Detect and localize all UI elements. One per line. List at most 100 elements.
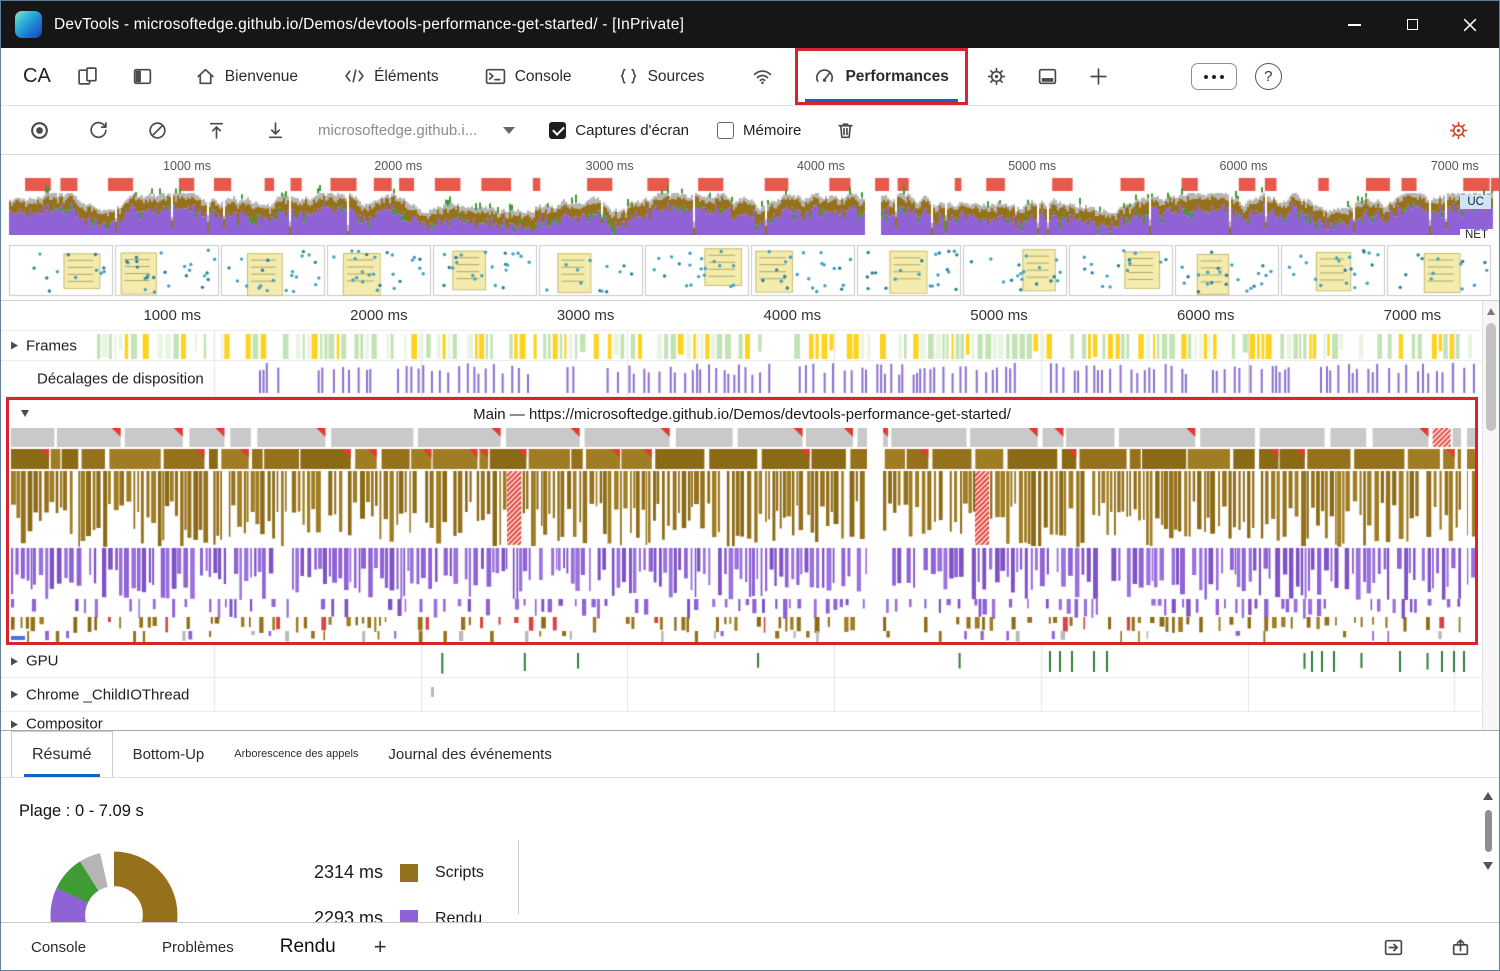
chrome-thread-row-header[interactable]: Chrome _ChildIOThread <box>9 686 198 703</box>
dock-panel-button[interactable] <box>128 62 157 91</box>
tab-bienvenue[interactable]: Bienvenue <box>195 66 298 87</box>
net-badge: NET <box>1460 229 1493 241</box>
summary-scrollbar[interactable] <box>1481 792 1495 914</box>
flame-chart-canvas[interactable] <box>9 428 1475 642</box>
tab-elements-label: Éléments <box>374 67 439 85</box>
ruler-label: 5000 ms <box>1008 159 1057 173</box>
gpu-track[interactable]: GPU <box>1 645 1499 678</box>
profile-select[interactable]: microsoftedge.github.i... <box>318 121 516 139</box>
ruler-label: 4000 ms <box>763 307 822 324</box>
clear-button[interactable] <box>143 116 172 145</box>
help-button[interactable]: ? <box>1254 63 1282 90</box>
frames-row-header[interactable]: Frames <box>9 337 85 354</box>
tab-console[interactable]: Console <box>485 66 572 87</box>
chrome-thread-canvas[interactable] <box>1 678 1499 712</box>
home-icon <box>197 68 214 85</box>
tab-resume[interactable]: Résumé <box>11 731 113 777</box>
gpu-row-header[interactable]: GPU <box>9 652 67 670</box>
compositor-row-header[interactable]: Compositor <box>9 715 111 731</box>
memory-label: Mémoire <box>743 121 802 139</box>
frames-track[interactable]: Frames <box>1 331 1499 361</box>
chrome-thread-label: Chrome _ChildIOThread <box>26 686 190 703</box>
tab-network-button[interactable] <box>748 62 777 91</box>
ruler-label: 1000 ms <box>163 159 211 173</box>
maximize-button[interactable] <box>1383 1 1441 48</box>
code-icon <box>345 69 364 83</box>
drawer-expand-button[interactable] <box>1379 933 1408 962</box>
add-tab-button[interactable] <box>1084 62 1113 91</box>
compositor-label: Compositor <box>26 715 103 731</box>
download-icon <box>268 121 283 138</box>
layout-shifts-track[interactable]: Décalages de disposition <box>1 361 1499 397</box>
scrollbar-thumb[interactable] <box>1486 323 1496 431</box>
scroll-down-icon[interactable] <box>1483 862 1493 870</box>
summary-panel: Plage : 0 - 7.09 s 2314 ms Scripts 2293 ms… <box>1 778 1499 922</box>
screenshot-filmstrip[interactable] <box>1 244 1499 298</box>
tab-event-log[interactable]: Journal des événements <box>368 731 571 777</box>
overview-ruler: 1000 ms 2000 ms 3000 ms 4000 ms 5000 ms 6000 … <box>1 155 1499 177</box>
ruler-label: 6000 ms <box>1176 307 1235 324</box>
frames-canvas[interactable] <box>1 331 1499 361</box>
statusbar-problems[interactable]: Problèmes <box>162 938 234 956</box>
screenshots-checkbox[interactable]: Captures d'écran <box>549 121 690 139</box>
statusbar-add-button[interactable]: + <box>373 934 387 959</box>
legend-value: 2293 ms <box>313 908 383 922</box>
main-thread-track[interactable]: Main — https://microsoftedge.github.io/D… <box>6 397 1478 645</box>
screenshots-label: Captures d'écran <box>575 121 690 139</box>
reload-icon <box>90 121 107 138</box>
statusbar-rendu[interactable]: Rendu <box>279 936 336 957</box>
statusbar-console[interactable]: Console <box>31 938 87 956</box>
open-panel-button[interactable] <box>1446 933 1475 962</box>
delete-recording-button[interactable] <box>831 116 860 145</box>
summary-legend-row: 2293 ms Rendu <box>301 908 482 922</box>
load-profile-button[interactable] <box>202 116 231 145</box>
capture-settings-button[interactable] <box>1444 116 1473 145</box>
ruler-label: 7000 ms <box>1383 307 1442 324</box>
profile-select-value: microsoftedge.github.i... <box>318 121 478 139</box>
close-button[interactable] <box>1441 1 1499 48</box>
timeline-scrollbar[interactable] <box>1482 301 1499 730</box>
save-profile-button[interactable] <box>261 116 290 145</box>
tab-sources-label: Sources <box>647 67 705 85</box>
tab-performances[interactable]: Performances <box>795 48 968 105</box>
ruler-label: 3000 ms <box>585 159 634 173</box>
dock-side-button[interactable] <box>1033 62 1062 91</box>
tab-elements[interactable]: Éléments <box>344 66 439 87</box>
layout-shifts-canvas[interactable] <box>1 361 1499 397</box>
active-tab-underline <box>805 99 958 102</box>
memory-checkbox[interactable]: Mémoire <box>717 121 802 139</box>
gpu-canvas[interactable] <box>1 645 1499 678</box>
more-options-button[interactable] <box>1190 63 1237 90</box>
range-label: Plage : 0 - 7.09 s <box>19 802 144 820</box>
scrollbar-thumb[interactable] <box>1484 810 1492 852</box>
expand-icon <box>11 657 18 665</box>
main-thread-title: Main — https://microsoftedge.github.io/D… <box>473 405 1011 423</box>
checkbox-checked-icon <box>549 121 567 139</box>
tab-console-label: Console <box>514 67 572 85</box>
console-icon <box>485 68 505 85</box>
chrome-thread-track[interactable]: Chrome _ChildIOThread <box>1 678 1499 712</box>
layout-shifts-label: Décalages de disposition <box>37 370 204 387</box>
cpu-overview-chart[interactable] <box>1 177 1499 235</box>
minimize-button[interactable] <box>1325 1 1383 48</box>
tab-sources[interactable]: Sources <box>618 66 705 87</box>
reload-profile-button[interactable] <box>84 116 113 145</box>
titlebar: DevTools - microsoftedge.github.io/Demos… <box>1 1 1499 48</box>
gpu-label: GPU <box>26 652 59 670</box>
statusbar: Console Problèmes Rendu + <box>1 922 1499 970</box>
ruler-label: 7000 ms <box>1430 159 1479 173</box>
scroll-up-icon[interactable] <box>1487 308 1495 315</box>
compositor-track[interactable]: Compositor <box>1 712 1499 730</box>
layout-shifts-row-header[interactable]: Décalages de disposition <box>35 370 212 387</box>
settings-gear-button[interactable] <box>982 62 1011 91</box>
ruler-label: 4000 ms <box>796 159 845 173</box>
record-button[interactable] <box>25 116 54 145</box>
tab-call-tree[interactable]: Arborescence des appels <box>224 731 368 777</box>
trash-icon <box>838 122 854 138</box>
tab-bottom-up[interactable]: Bottom-Up <box>113 731 225 777</box>
tab-bienvenue-label: Bienvenue <box>224 67 299 85</box>
device-emulation-button[interactable] <box>73 62 102 91</box>
scroll-up-icon[interactable] <box>1483 792 1493 800</box>
main-thread-header[interactable]: Main — https://microsoftedge.github.io/D… <box>9 400 1475 428</box>
